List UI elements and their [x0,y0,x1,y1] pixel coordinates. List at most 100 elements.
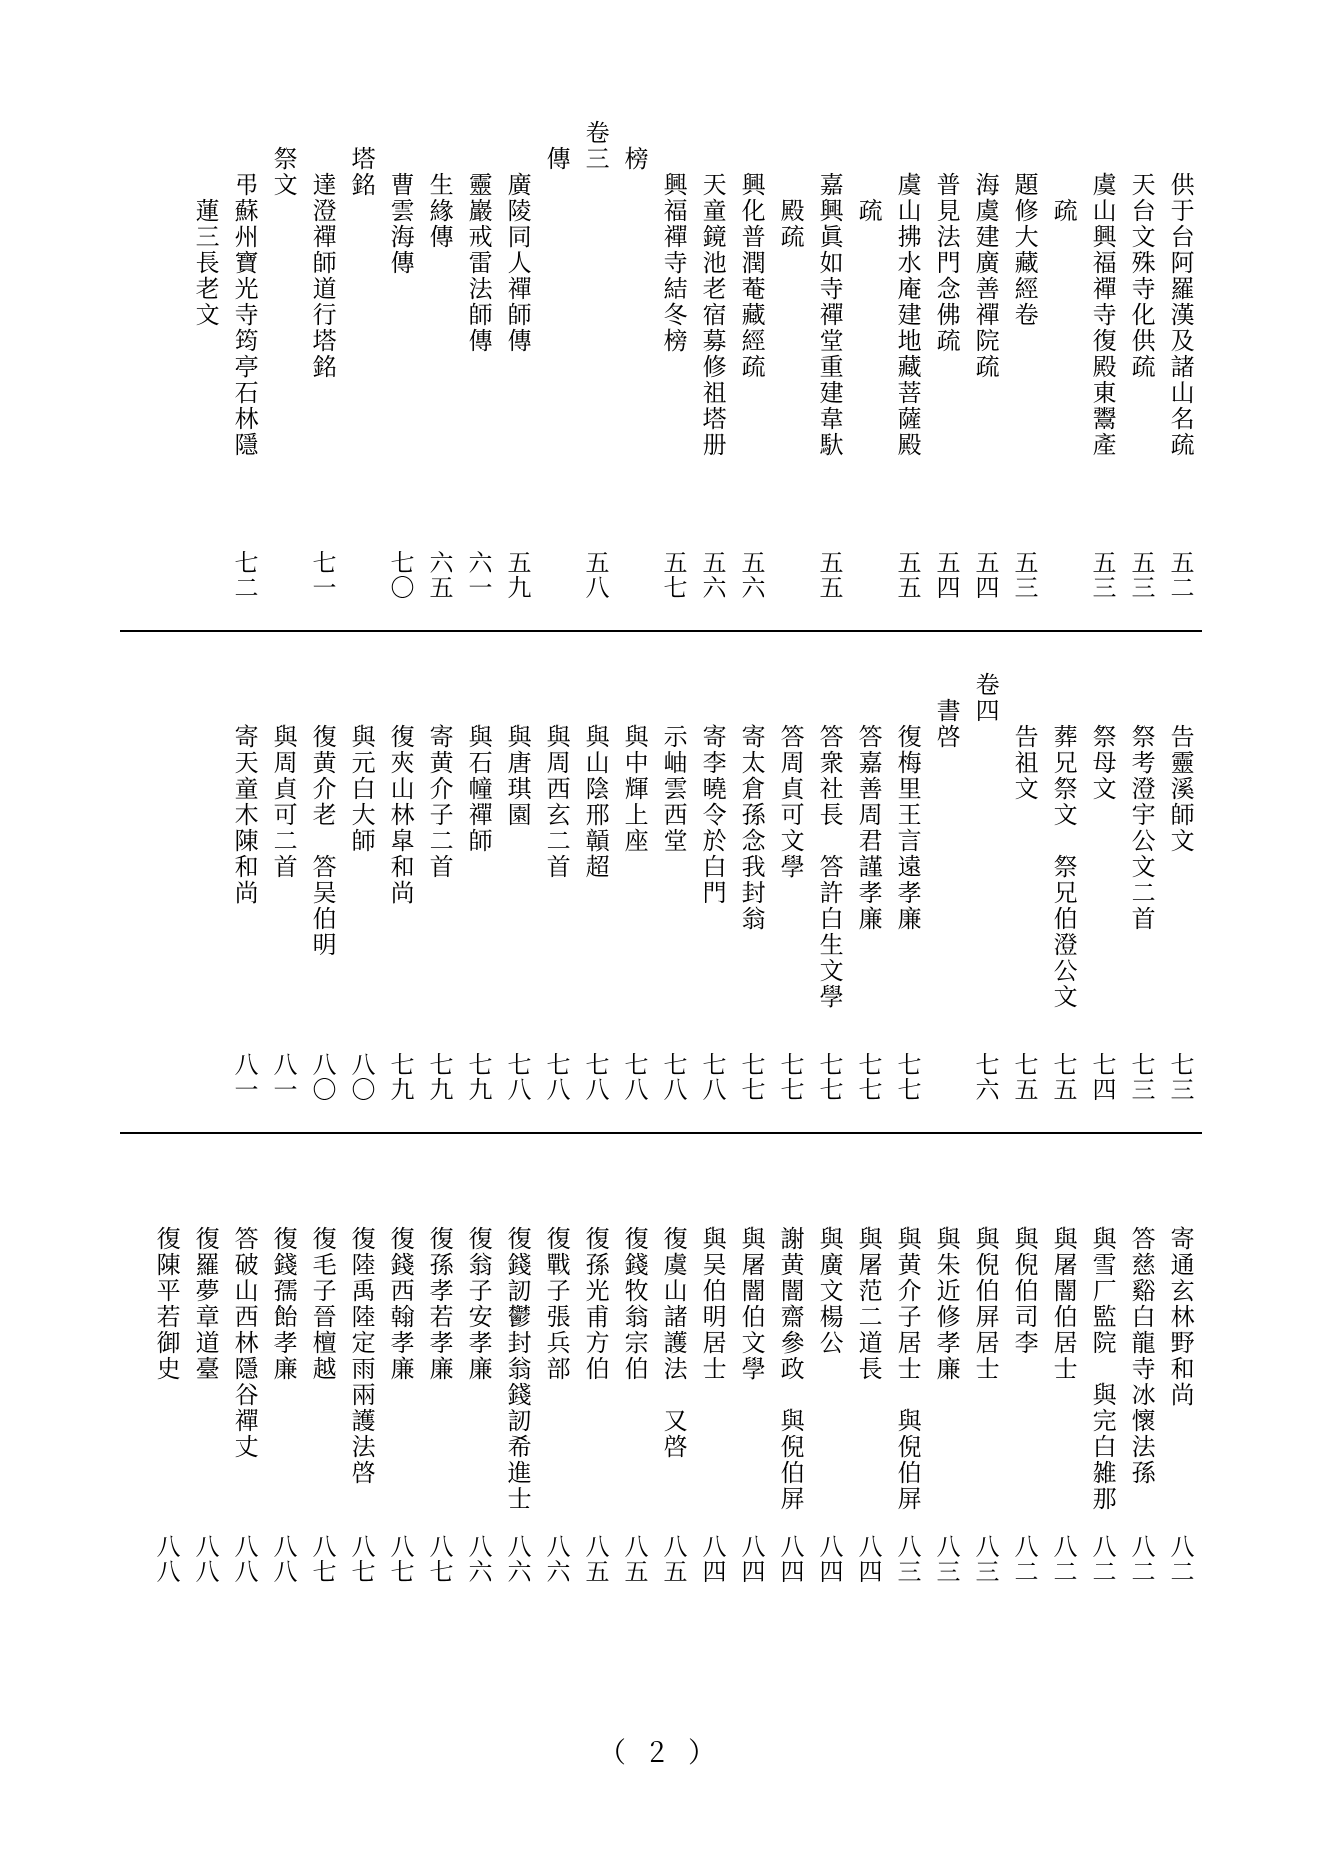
toc-entry: 復陳平若御史八八 [151,1174,186,1584]
toc-entry-title: 復虞山諸護法 又啓 [663,1174,688,1524]
toc-entry: 與屠范二道長八四 [853,1174,888,1584]
toc-entry: 書啓 [931,672,966,1102]
toc-entry-page: 五六 [736,550,771,600]
toc-entry: 虞山興福禪寺復殿東鬻產五三 [1087,120,1122,600]
toc-entry-title: 寄天童木陳和尚 [234,672,259,1042]
toc-entry-page: 五四 [931,550,966,600]
toc-entry-title: 傳 [546,120,571,540]
toc-entry-title: 祭文 [273,120,298,540]
toc-entry-page: 七四 [1087,1052,1122,1102]
toc-entry-page: 八六 [541,1534,576,1584]
page-container: 供于台阿羅漢及諸山名疏五二天台文殊寺化供疏五三虞山興福禪寺復殿東鬻產五三疏 題修… [0,0,1322,1644]
toc-entry-title: 嘉興眞如寺禪堂重建韋馱 [819,120,844,540]
toc-entry-page: 八四 [853,1534,888,1584]
toc-entry-page: 六五 [424,550,459,600]
toc-entry: 答周貞可文學七七 [775,672,810,1102]
toc-entry: 復戰子張兵部八六 [541,1174,576,1584]
toc-entry: 與唐琪園七八 [502,672,537,1102]
toc-entry-page: 五五 [814,550,849,600]
toc-entry: 與中輝上座七八 [619,672,654,1102]
toc-entry-title: 與屠闇伯居士 [1053,1174,1078,1524]
toc-entry-page: 八〇 [346,1052,381,1102]
toc-entry: 復錢訒鬱封翁錢訒希進士八六 [502,1174,537,1584]
toc-entry: 疏 [1048,120,1083,600]
toc-entry-title: 告靈溪師文 [1170,672,1195,1042]
toc-entry-page: 七七 [775,1052,810,1102]
toc-entry-title: 題修大藏經卷 [1014,120,1039,540]
toc-entry: 復虞山諸護法 又啓八五 [658,1174,693,1584]
toc-entry: 興化普潤菴藏經疏五六 [736,120,771,600]
toc-entry-page: 八四 [814,1534,849,1584]
toc-entry-page: 七七 [814,1052,849,1102]
toc-entry-page: 七一 [307,550,342,600]
toc-entry-title: 海虞建廣善禪院疏 [975,120,1000,540]
toc-entry-title: 與山陰邢贑超 [585,672,610,1042]
toc-entry-page: 五六 [697,550,732,600]
toc-entry: 與周貞可二首八一 [268,672,303,1102]
toc-entry-title: 與周西玄二首 [546,672,571,1042]
toc-entry-title: 寄黄介子二首 [429,672,454,1042]
toc-entry-page: 七八 [541,1052,576,1102]
toc-entry-page: 八七 [424,1534,459,1584]
toc-entry-title: 葬兄祭文 祭兄伯澄公文 [1053,672,1078,1042]
toc-entry-title: 供于台阿羅漢及諸山名疏 [1170,120,1195,540]
toc-entry-page: 七九 [385,1052,420,1102]
toc-entry: 復黄介老 答吴伯明八〇 [307,672,342,1102]
toc-entry: 殿疏 [775,120,810,600]
toc-entry: 復夾山林皐和尚七九 [385,672,420,1102]
toc-entry-page: 七五 [1048,1052,1083,1102]
toc-entry-title: 達澄禪師道行塔銘 [312,120,337,540]
toc-entry-title: 天台文殊寺化供疏 [1131,120,1156,540]
toc-entry-title: 殿疏 [780,120,805,540]
toc-entry-page: 七九 [463,1052,498,1102]
toc-entry: 與廣文楊公八四 [814,1174,849,1584]
toc-entry: 傳 [541,120,576,600]
toc-entry: 塔銘 [346,120,381,600]
toc-entry-title: 書啓 [936,672,961,1042]
toc-entry: 復梅里王言遠孝廉七七 [892,672,927,1102]
toc-entry: 與朱近修孝廉八三 [931,1174,966,1584]
toc-entry: 嘉興眞如寺禪堂重建韋馱五五 [814,120,849,600]
toc-entry-page [853,550,888,575]
toc-entry: 答嘉善周君謹孝廉七七 [853,672,888,1102]
toc-entry-title: 寄李曉令於白門 [702,672,727,1042]
toc-entry-title: 卷三 [585,120,610,540]
toc-entry: 復翁子安孝廉八六 [463,1174,498,1584]
toc-entry-page: 七三 [1165,1052,1200,1102]
toc-entry-page: 八〇 [307,1052,342,1102]
toc-entry: 卷三五八 [580,120,615,600]
toc-entry: 告靈溪師文七三 [1165,672,1200,1102]
toc-entry-page [268,550,303,575]
toc-entry-page: 七七 [736,1052,771,1102]
toc-entry-title: 與屠范二道長 [858,1174,883,1524]
toc-entry-title: 復翁子安孝廉 [468,1174,493,1524]
toc-entry-page: 七八 [619,1052,654,1102]
toc-entry: 達澄禪師道行塔銘七一 [307,120,342,600]
toc-entry-title: 與黄介子居士 與倪伯屏 [897,1174,922,1524]
toc-entry-title: 答嘉善周君謹孝廉 [858,672,883,1042]
toc-entry-title: 與廣文楊公 [819,1174,844,1524]
toc-entry: 與倪伯屏居士八三 [970,1174,1005,1584]
toc-entry-title: 榜 [624,120,649,540]
toc-entry-page: 七七 [892,1052,927,1102]
toc-entry: 疏 [853,120,888,600]
toc-row-3: 寄通玄林野和尚八二答慈谿白龍寺冰懷法孫八二與雪厂監院 與完白雑那八二與屠闇伯居士… [120,1174,1202,1584]
toc-entry-title: 虞山拂水庵建地藏菩薩殿 [897,120,922,540]
toc-entry-title: 曹雲海傳 [390,120,415,540]
toc-entry-page: 七八 [658,1052,693,1102]
toc-entry-page [619,550,654,575]
toc-entry: 寄李曉令於白門七八 [697,672,732,1102]
toc-entry: 海虞建廣善禪院疏五四 [970,120,1005,600]
toc-entry: 寄通玄林野和尚八二 [1165,1174,1200,1584]
toc-entry-title: 祭考澄宇公文二首 [1131,672,1156,1042]
toc-entry-page: 七七 [853,1052,888,1102]
toc-entry-page: 八五 [658,1534,693,1584]
toc-entry: 與屠闇伯文學八四 [736,1174,771,1584]
page-number-footer: （ 2 ） [0,1731,1322,1771]
toc-entry-title: 祭母文 [1092,672,1117,1042]
toc-entry: 題修大藏經卷五三 [1009,120,1044,600]
toc-entry-title: 復錢西翰孝廉 [390,1174,415,1524]
toc-entry-page [541,550,576,575]
toc-entry: 與石幢禪師七九 [463,672,498,1102]
toc-entry-page: 七〇 [385,550,420,600]
